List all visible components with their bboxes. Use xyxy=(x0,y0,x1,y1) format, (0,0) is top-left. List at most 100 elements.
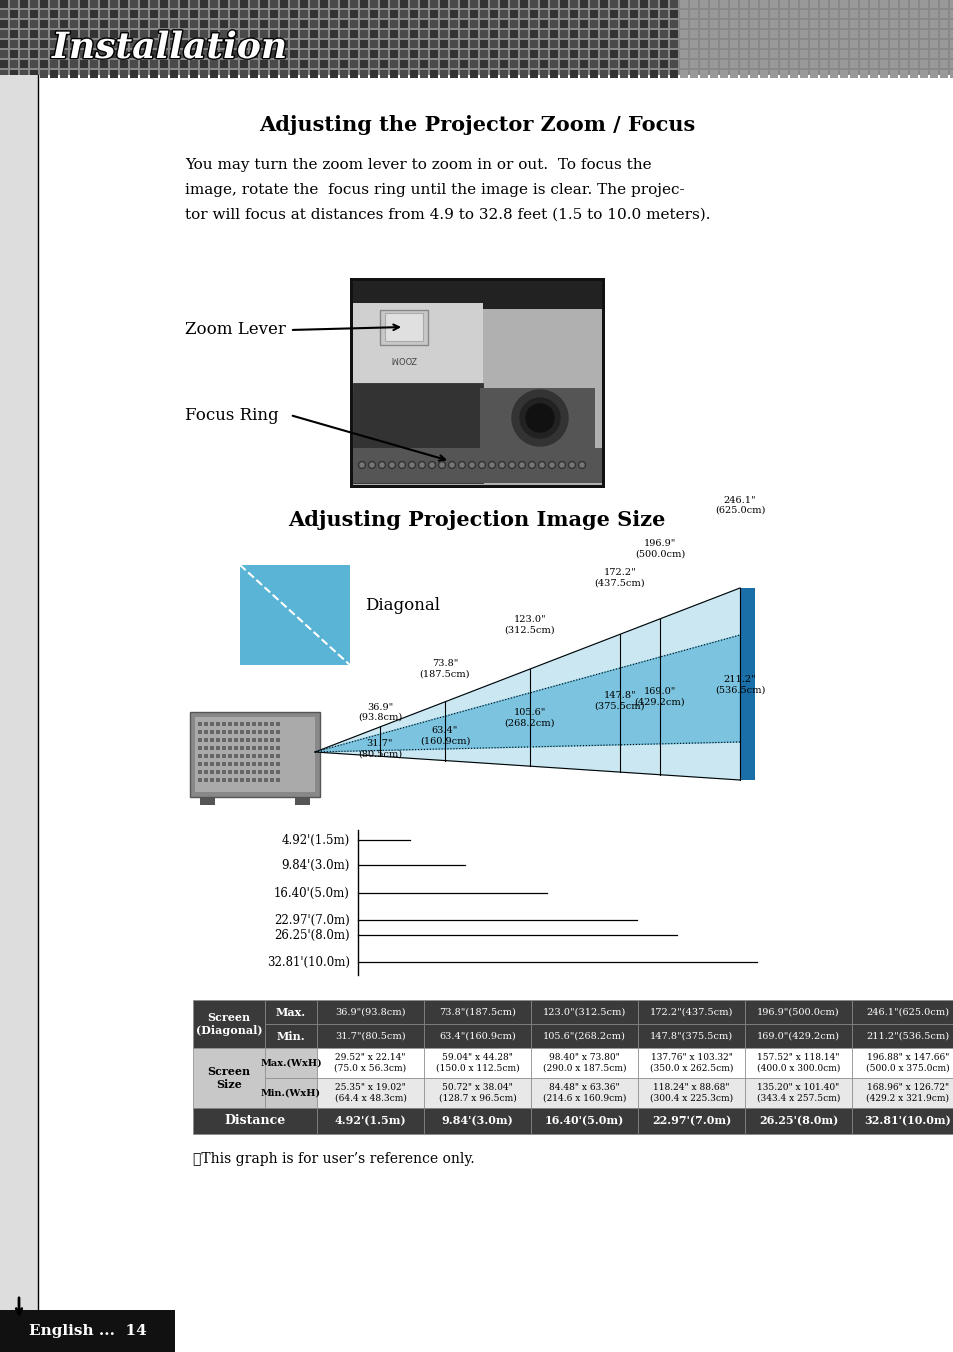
Bar xyxy=(233,763,237,767)
Bar xyxy=(210,30,218,38)
Bar xyxy=(820,9,827,18)
Bar xyxy=(740,70,747,78)
Bar xyxy=(240,730,244,734)
Bar xyxy=(609,9,618,18)
Bar xyxy=(869,59,877,68)
Bar xyxy=(319,59,328,68)
Bar xyxy=(829,30,837,38)
Bar xyxy=(459,59,468,68)
Text: Min.(WxH): Min.(WxH) xyxy=(261,1088,320,1098)
Bar xyxy=(419,20,428,28)
Bar xyxy=(275,771,280,773)
Bar xyxy=(899,59,907,68)
Bar xyxy=(180,70,188,78)
Bar xyxy=(889,59,897,68)
Bar xyxy=(849,9,857,18)
Bar xyxy=(379,9,388,18)
Bar xyxy=(90,30,98,38)
Bar xyxy=(80,20,88,28)
Bar xyxy=(390,20,397,28)
Bar xyxy=(820,0,827,8)
Bar xyxy=(840,30,847,38)
Bar xyxy=(100,9,108,18)
Bar xyxy=(459,0,468,8)
Bar xyxy=(252,777,255,781)
Bar xyxy=(160,59,168,68)
Bar xyxy=(789,0,797,8)
Bar xyxy=(399,41,408,49)
Bar xyxy=(829,70,837,78)
Bar xyxy=(80,70,88,78)
Bar xyxy=(233,722,237,726)
Bar xyxy=(246,738,250,742)
Text: 9.84'(3.0m): 9.84'(3.0m) xyxy=(441,1115,513,1126)
Bar xyxy=(0,0,953,74)
Bar xyxy=(257,730,262,734)
Bar xyxy=(200,30,208,38)
Bar xyxy=(264,754,268,758)
Bar xyxy=(228,738,232,742)
Text: 9.84'(3.0m): 9.84'(3.0m) xyxy=(281,859,350,872)
Bar xyxy=(490,30,497,38)
Bar xyxy=(629,41,638,49)
Text: 31.7"
(80.5cm): 31.7" (80.5cm) xyxy=(357,740,401,758)
Bar xyxy=(200,41,208,49)
Bar xyxy=(689,0,698,8)
Text: 246.1"(625.0cm): 246.1"(625.0cm) xyxy=(865,1007,948,1017)
Circle shape xyxy=(478,461,485,469)
Bar xyxy=(130,41,138,49)
Bar xyxy=(90,20,98,28)
Bar xyxy=(919,50,927,58)
Text: Diagonal: Diagonal xyxy=(365,596,439,614)
Bar xyxy=(316,1000,423,1023)
Bar xyxy=(510,30,517,38)
Bar xyxy=(423,1000,531,1023)
Bar xyxy=(851,1078,953,1109)
Bar xyxy=(689,20,698,28)
Bar xyxy=(569,59,578,68)
Bar xyxy=(233,746,237,750)
Bar xyxy=(879,9,887,18)
Text: 147.8"(375.5cm): 147.8"(375.5cm) xyxy=(649,1032,732,1041)
Bar xyxy=(800,41,807,49)
Bar xyxy=(230,70,237,78)
Bar xyxy=(720,70,727,78)
Bar xyxy=(250,50,257,58)
Bar xyxy=(200,70,208,78)
Bar xyxy=(909,9,917,18)
Bar xyxy=(130,20,138,28)
Bar xyxy=(949,70,953,78)
Bar xyxy=(190,9,198,18)
Bar xyxy=(550,9,558,18)
Text: 169.0"
(429.2cm): 169.0" (429.2cm) xyxy=(634,687,684,707)
Bar xyxy=(240,70,248,78)
Bar xyxy=(679,70,687,78)
Bar xyxy=(270,50,277,58)
Bar xyxy=(700,59,707,68)
Bar xyxy=(851,1109,953,1134)
Bar xyxy=(204,738,208,742)
Bar xyxy=(490,41,497,49)
Bar xyxy=(260,20,268,28)
Bar xyxy=(275,777,280,781)
Bar xyxy=(789,30,797,38)
Bar xyxy=(275,722,280,726)
Bar xyxy=(359,70,368,78)
Bar xyxy=(638,1023,744,1048)
Bar xyxy=(479,41,488,49)
Bar xyxy=(423,1078,531,1109)
Bar xyxy=(720,59,727,68)
Text: 59.04" x 44.28"
(150.0 x 112.5cm): 59.04" x 44.28" (150.0 x 112.5cm) xyxy=(436,1053,518,1072)
Bar xyxy=(339,59,348,68)
Bar xyxy=(280,41,288,49)
Bar xyxy=(780,9,787,18)
Bar xyxy=(220,9,228,18)
Bar xyxy=(264,722,268,726)
Bar xyxy=(479,388,595,448)
Bar xyxy=(879,59,887,68)
Bar xyxy=(385,314,422,341)
Bar xyxy=(780,50,787,58)
Bar xyxy=(200,59,208,68)
Circle shape xyxy=(490,462,494,466)
Bar xyxy=(820,30,827,38)
